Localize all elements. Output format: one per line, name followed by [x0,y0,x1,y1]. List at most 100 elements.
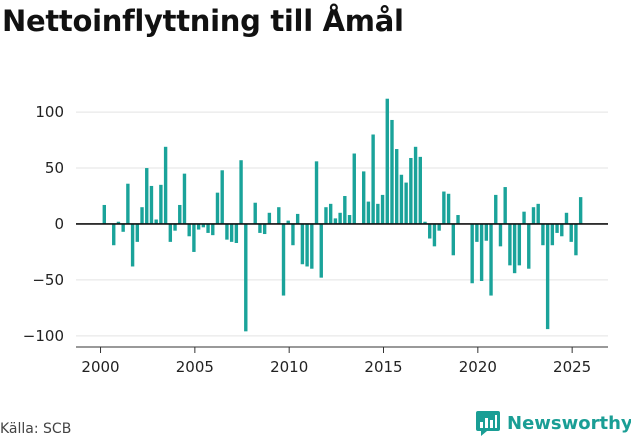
x-tick-label: 2025 [553,358,591,376]
bar [569,223,573,242]
bar [145,168,149,224]
bar [578,197,583,224]
bar [512,223,517,274]
bar [489,223,493,296]
bar [206,223,210,233]
bar [173,223,177,231]
bar [319,223,323,278]
bar [574,223,578,256]
bar [541,223,545,246]
bar [201,223,206,228]
newsworthy-brand[interactable]: Newsworthy [475,408,631,438]
y-axis-labels: 100 50 0 −50 −100 [23,103,64,345]
bar [314,161,319,224]
bar [442,191,446,224]
bar [428,223,432,239]
bar [484,223,489,241]
bar [121,223,125,232]
bar [211,223,215,236]
bar [385,98,389,224]
bar [371,134,375,224]
bar [116,221,121,224]
newsworthy-logo-icon [476,411,500,436]
bar [522,211,526,224]
bar [479,223,484,282]
bar [333,218,338,224]
bar [234,223,239,243]
bar [126,183,130,224]
bar [112,223,116,246]
bar [192,223,196,252]
y-tick-label: 100 [35,103,64,121]
bar [328,203,333,224]
bar [343,196,347,224]
bar [163,146,168,224]
bar [409,157,413,224]
bar [215,192,220,224]
bar [130,223,135,267]
bar [437,223,441,231]
bar [475,223,479,242]
bar [418,156,422,224]
bar [550,223,555,246]
bar [560,223,564,237]
bar [140,207,144,224]
bar [305,223,309,267]
x-tick-label: 2020 [459,358,497,376]
bar [225,223,229,240]
x-tick-label: 2005 [176,358,214,376]
source-note: Källa: SCB [0,421,72,437]
y-tick-label: −50 [32,271,64,289]
bar [149,185,154,224]
bar [404,182,408,224]
bar [376,203,380,224]
bar [503,187,507,224]
x-tick-label: 2000 [81,358,119,376]
bar [159,184,163,224]
bar [196,223,201,230]
bar [366,201,371,224]
y-tick-label: 0 [54,215,64,233]
bar [220,170,224,224]
bar [253,202,257,224]
brand-name: Newsworthy [507,412,631,434]
bar [456,215,460,224]
bar [229,223,234,242]
bar [432,223,437,247]
bar [258,223,262,233]
bar [446,193,451,224]
bar [517,223,522,266]
bar [423,221,427,224]
bar [187,223,191,237]
x-tick-label: 2015 [364,358,402,376]
x-axis-labels: 2000 2005 2010 2015 2020 2025 [81,358,591,376]
bar [536,203,540,224]
bar [102,204,106,224]
bar [182,173,187,224]
bar [451,223,456,256]
bar [267,212,272,224]
bar [361,171,366,224]
bar [347,215,352,224]
bar [470,223,474,284]
bar [399,174,404,224]
bar [262,223,267,235]
bar [277,207,281,224]
x-tick-label: 2010 [270,358,308,376]
bar [545,223,550,330]
bar [324,207,328,224]
bar [281,223,286,296]
bar [286,220,290,224]
bar [395,149,399,224]
bar [295,213,300,224]
bar [498,223,503,247]
bar [527,223,531,269]
bar [564,212,569,224]
bar [338,212,342,224]
bar [555,223,559,233]
y-tick-label: 50 [45,159,64,177]
chart-title: Nettoinflyttning till Åmål [2,4,404,38]
bar [135,223,140,242]
bar [494,194,498,224]
